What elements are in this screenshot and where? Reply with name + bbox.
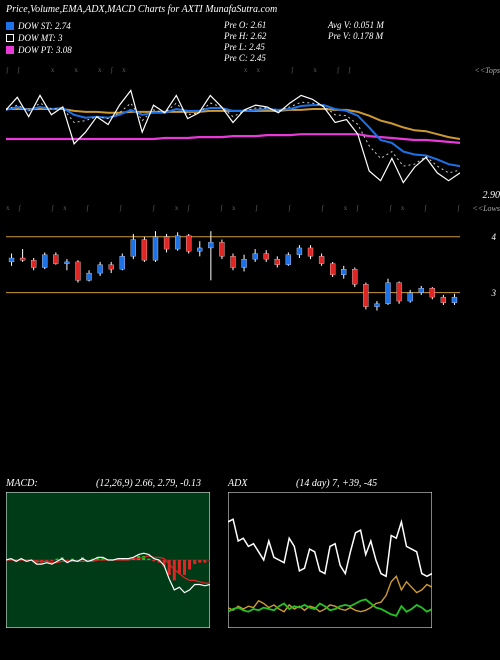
adx-label: ADX bbox=[228, 478, 247, 489]
ohlc-stats: Pre O: 2.61Pre H: 2.62Pre L: 2.45Pre C: … bbox=[224, 20, 266, 64]
adx-params: (14 day) 7, +39, -45 bbox=[296, 478, 377, 489]
legend-label: DOW ST: 2.74 bbox=[18, 20, 71, 32]
stat-row: Avg V: 0.051 M bbox=[328, 20, 384, 31]
legend-swatch bbox=[6, 34, 14, 42]
legend-swatch bbox=[6, 46, 14, 54]
stat-row: Pre H: 2.62 bbox=[224, 31, 266, 42]
stat-row: Pre O: 2.61 bbox=[224, 20, 266, 31]
y-tick-label: 4 bbox=[492, 232, 497, 242]
stat-row: Pre L: 2.45 bbox=[224, 42, 266, 53]
macd-label: MACD: bbox=[6, 478, 38, 489]
legend-label: DOW MT: 3 bbox=[18, 32, 63, 44]
latest-price-label: 2.90 bbox=[483, 190, 500, 201]
macd-params: (12,26,9) 2.66, 2.79, -0.13 bbox=[96, 478, 201, 489]
stat-row: Pre V: 0.178 M bbox=[328, 31, 384, 42]
macd-panel bbox=[6, 492, 210, 628]
chart-title: Price,Volume,EMA,ADX,MACD Charts for AXT… bbox=[6, 4, 277, 15]
volume-stats: Avg V: 0.051 MPre V: 0.178 M bbox=[328, 20, 384, 42]
y-tick-label: 3 bbox=[492, 288, 497, 298]
lows-label: <<Lows bbox=[472, 204, 500, 213]
marker-row-lows: xʃ ʃx ʃ ʃ ʃ xʃ ʃx ʃ ʃ ʃ xʃ ʃx ʃ ʃ bbox=[6, 204, 460, 212]
legend: DOW ST: 2.74DOW MT: 3DOW PT: 3.08 bbox=[6, 20, 72, 56]
stat-row: Pre C: 2.45 bbox=[224, 53, 266, 64]
tops-label: <<Tops bbox=[474, 66, 500, 75]
adx-panel bbox=[228, 492, 432, 628]
price-line-chart bbox=[6, 76, 460, 202]
marker-row-tops: ʃʃ x x xʃx xx ʃ x ʃʃ bbox=[6, 66, 460, 74]
legend-label: DOW PT: 3.08 bbox=[18, 44, 72, 56]
candlestick-chart bbox=[6, 220, 460, 315]
legend-swatch bbox=[6, 22, 14, 30]
